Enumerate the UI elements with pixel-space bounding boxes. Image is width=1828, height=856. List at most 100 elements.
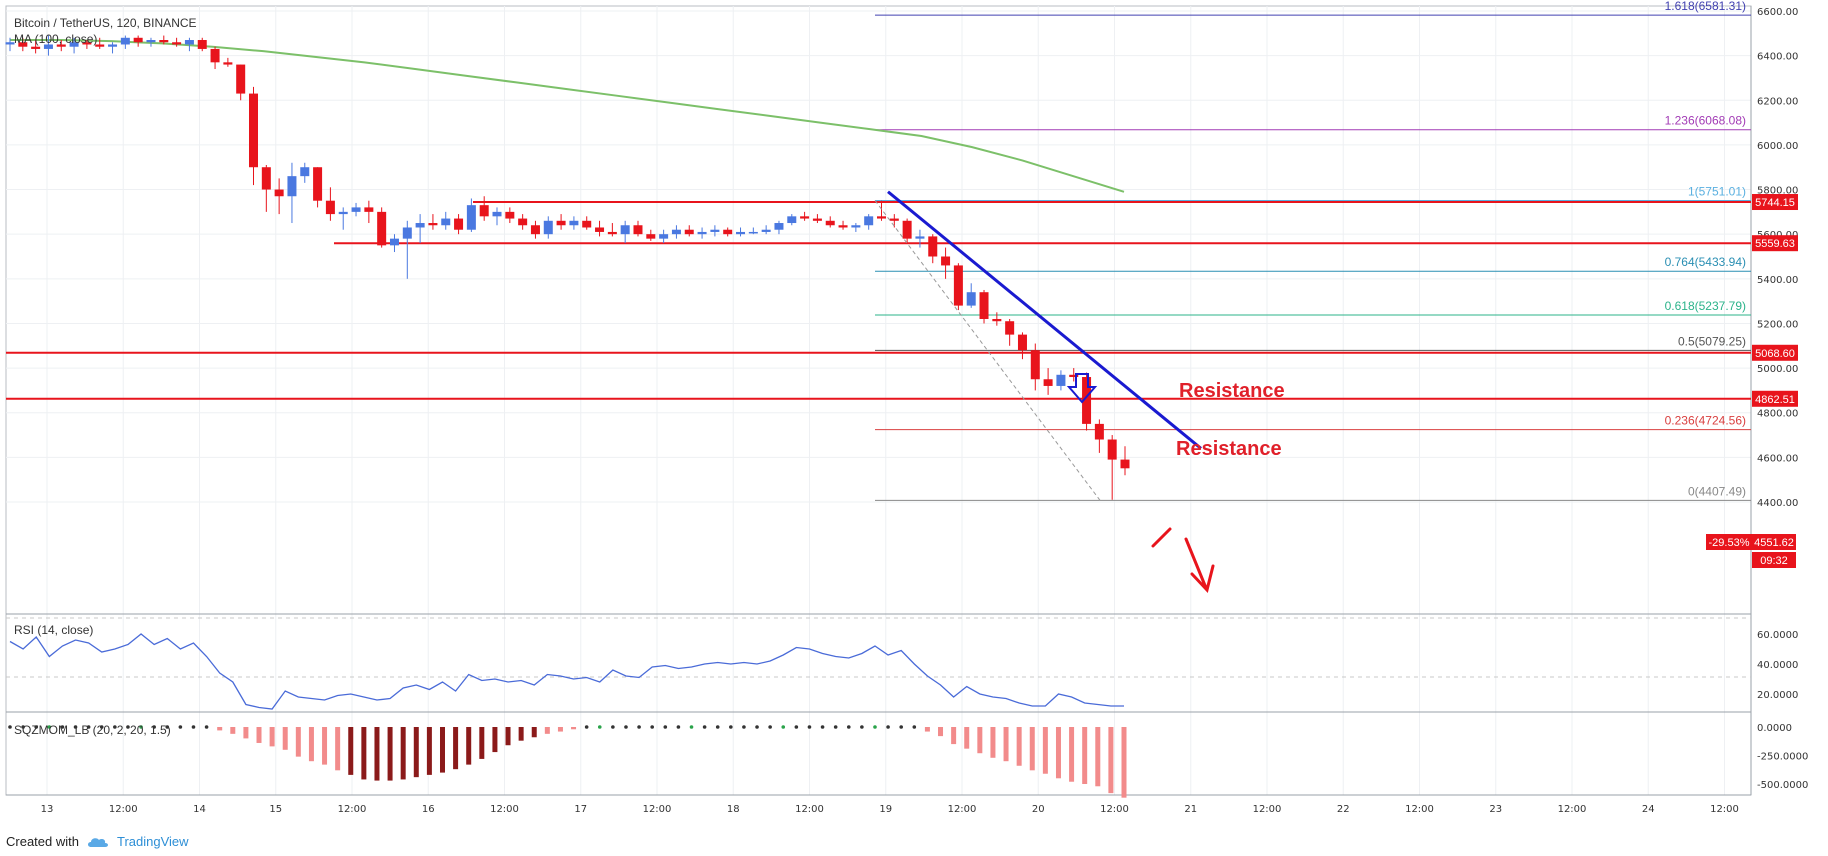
sqz-dot [191,725,196,729]
fib-label: 0.236(4724.56) [1665,414,1746,428]
sqz-dot [755,725,759,729]
candle-body [402,227,412,239]
sqz-bar [557,727,563,732]
candle-body [492,211,502,217]
candlesticks [5,35,1130,500]
time-tick-label: 12:00 [795,804,824,815]
level-tag-text: 5068.60 [1755,348,1795,360]
time-tick-label: 12:00 [1710,804,1739,815]
candle-body [108,44,118,47]
candle-body [389,238,399,246]
sqz-dot [729,725,733,729]
candle-body [146,40,156,43]
sqz-bar [335,727,341,771]
sqz-bar [282,727,288,750]
price-tick-label: 5200.00 [1757,319,1798,330]
squeeze-momentum-histogram [8,725,1127,798]
sqz-bar [964,727,970,749]
candle-body [428,223,438,226]
candle-body [82,42,92,45]
candle-body [530,225,540,235]
price-tick-label: 6400.00 [1757,52,1798,63]
candle-body [364,207,374,212]
candle-body [569,220,579,226]
sqz-dot [60,725,65,729]
sqz-dot [768,725,772,729]
candle-body [1094,423,1104,440]
time-tick-label: 16 [422,804,435,815]
sqz-dot [204,725,209,729]
ma-legend: MA (100, close) [14,32,97,46]
candle-body [748,231,758,234]
rsi-tick-label: 60.0000 [1757,630,1798,641]
sqz-legend: SQZMOM_LB (20, 2, 20, 1.5) [14,723,171,737]
time-tick-label: 12:00 [109,804,138,815]
sqz-dot [99,725,104,729]
down-arrow-icon [1066,373,1098,404]
time-tick-label: 17 [574,804,587,815]
rsi-legend: RSI (14, close) [14,623,93,637]
candle-body [953,265,963,306]
candle-body [825,220,835,226]
time-tick-label: 12:00 [1100,804,1129,815]
tradingview-cloud-icon [87,837,108,847]
sqz-bar [295,727,301,757]
sqz-dot [650,725,654,729]
candle-body [736,231,746,235]
candle-body [415,223,425,228]
candle-body [633,225,643,235]
sqz-dot [73,725,78,729]
time-tick-label: 12:00 [1253,804,1282,815]
sqz-bar [1095,727,1101,787]
candle-body [992,318,1002,322]
sqz-bar [990,727,996,758]
sqz-dot [624,725,628,729]
sqz-bar [505,727,511,746]
time-tick-label: 14 [193,804,206,815]
time-tick-label: 20 [1032,804,1045,815]
footer: Created with TradingView [6,834,189,849]
sqz-dot [47,725,52,729]
candle-body [774,223,784,230]
candle-body [505,211,515,219]
candle-body [800,216,810,219]
fib-label: 0.764(5433.94) [1665,255,1746,269]
time-tick-label: 18 [727,804,740,815]
candle-body [351,207,361,212]
candle-body [723,229,733,235]
candle-body [876,216,886,219]
candle-body [287,176,297,197]
candle-body [159,40,169,43]
candle-body [133,37,143,43]
fibonacci-levels [875,14,1751,501]
price-level-tags: 5744.15 5559.63 5068.60 4862.51 [1752,194,1798,407]
fib-label: 0.5(5079.25) [1678,334,1746,348]
time-tick-label: 12:00 [490,804,519,815]
sqz-bar [439,727,445,773]
candle-body [889,218,899,221]
candle-body [671,229,681,235]
sqz-bar [256,727,262,743]
time-tick-label: 15 [269,804,282,815]
created-with-text: Created with [6,834,79,849]
candle-body [377,211,387,246]
candle-body [172,42,182,45]
sqz-bar [361,727,367,780]
symbol-title: Bitcoin / TetherUS, 120, BINANCE [14,16,197,30]
candle-body [441,218,451,226]
candle-body [120,37,130,45]
candle-body [928,236,938,257]
rsi-tick-label: 20.0000 [1757,690,1798,701]
sqz-dot [8,725,12,729]
sqz-bar [1121,727,1127,798]
candle-body [43,44,53,49]
sqz-bar [1055,727,1061,779]
level-tag-text: 5559.63 [1755,238,1795,250]
tradingview-brand[interactable]: TradingView [116,834,189,849]
sqz-dot [781,725,786,729]
sqz-dot [873,725,877,729]
resistance-label-2: Resistance [1176,438,1282,460]
price-tick-label: 4600.00 [1757,453,1798,464]
sqz-bar [400,727,406,780]
